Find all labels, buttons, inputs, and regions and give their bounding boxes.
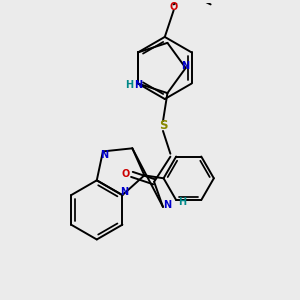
Text: N: N <box>164 200 172 211</box>
Text: N: N <box>181 61 189 70</box>
Text: S: S <box>159 119 167 132</box>
Text: H: H <box>178 197 186 208</box>
Text: H: H <box>126 80 134 90</box>
Text: O: O <box>122 169 130 179</box>
Text: N: N <box>120 187 128 197</box>
Text: N: N <box>100 150 109 160</box>
Text: O: O <box>169 2 178 12</box>
Text: N: N <box>134 80 142 90</box>
